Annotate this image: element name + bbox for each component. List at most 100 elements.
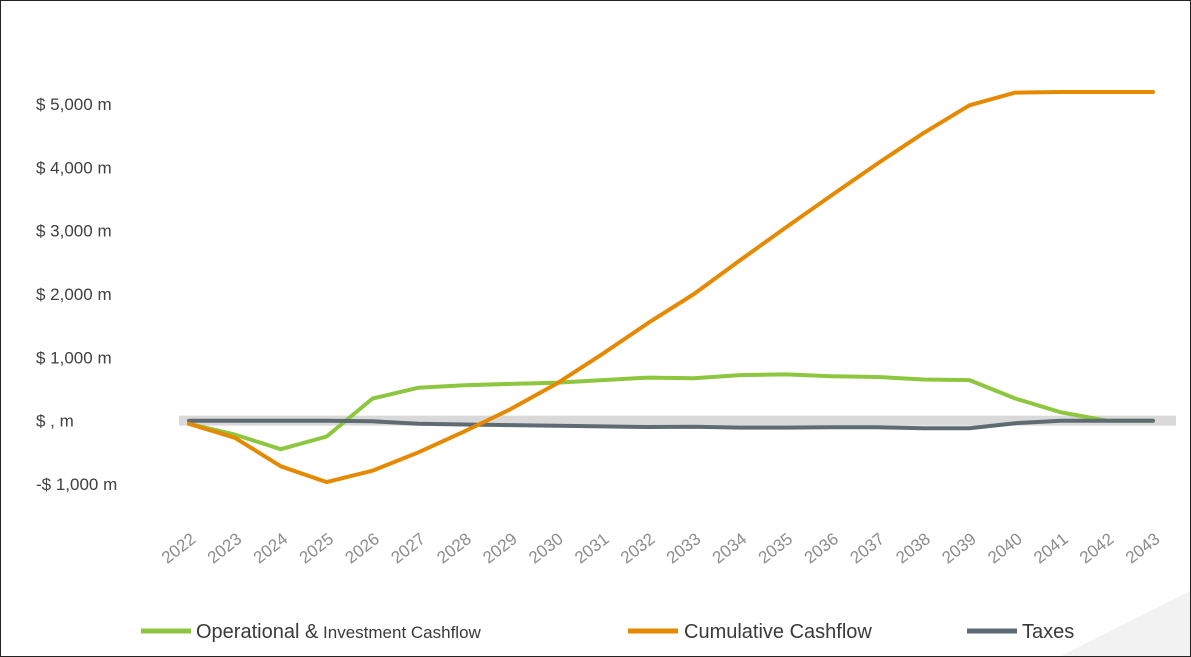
data-point-taxes: [554, 424, 558, 428]
zero-baseline-band: [179, 415, 1176, 426]
data-point-cumulative-cashflow: [187, 422, 191, 426]
data-point-taxes: [830, 425, 834, 429]
y-tick-label: $ 3,000 m: [36, 222, 112, 241]
data-point-taxes: [692, 425, 696, 429]
x-tick-label: 2031: [571, 529, 613, 567]
data-point-cumulative-cashflow: [1059, 90, 1063, 94]
data-point-operational-investment-cashflow: [922, 378, 926, 382]
x-tick-label: 2037: [847, 529, 889, 567]
data-point-cumulative-cashflow: [233, 436, 237, 440]
data-point-cumulative-cashflow: [738, 258, 742, 262]
data-point-taxes: [1105, 419, 1109, 423]
x-tick-label: 2034: [709, 529, 751, 567]
series-line-cumulative-cashflow[interactable]: [187, 90, 1155, 485]
series-line-operational-investment-cashflow[interactable]: [187, 372, 1155, 452]
data-point-operational-investment-cashflow: [600, 378, 604, 382]
data-point-cumulative-cashflow: [1151, 90, 1155, 94]
x-tick-label: 2042: [1076, 529, 1118, 567]
series-operational-investment-cashflow: [187, 372, 1155, 452]
data-point-operational-investment-cashflow: [279, 447, 283, 451]
data-point-cumulative-cashflow: [646, 321, 650, 325]
data-point-cumulative-cashflow: [508, 407, 512, 411]
series-cumulative-cashflow: [187, 90, 1155, 485]
data-point-taxes: [738, 426, 742, 430]
data-point-operational-investment-cashflow: [462, 383, 466, 387]
data-point-operational-investment-cashflow: [692, 376, 696, 380]
data-point-cumulative-cashflow: [325, 480, 329, 484]
x-tick-label: 2028: [433, 529, 475, 567]
data-point-cumulative-cashflow: [462, 429, 466, 433]
x-tick-label: 2024: [250, 529, 292, 567]
data-point-taxes: [325, 419, 329, 423]
x-tick-label: 2025: [296, 529, 338, 567]
data-point-cumulative-cashflow: [922, 131, 926, 135]
data-point-taxes: [1059, 419, 1063, 423]
y-tick-label: $ , m: [36, 412, 74, 431]
data-point-cumulative-cashflow: [279, 464, 283, 468]
data-point-cumulative-cashflow: [417, 450, 421, 454]
data-point-taxes: [876, 425, 880, 429]
legend-item-taxes[interactable]: Taxes: [967, 621, 1074, 643]
data-point-cumulative-cashflow: [692, 292, 696, 296]
data-point-operational-investment-cashflow: [371, 397, 375, 401]
series-layer: [187, 90, 1155, 485]
data-point-taxes: [922, 426, 926, 430]
data-point-cumulative-cashflow: [554, 382, 558, 386]
legend-label-cumulative: Cumulative Cashflow: [684, 621, 872, 643]
y-axis: $ 5,000 m $ 4,000 m $ 3,000 m $ 2,000 m $ 1,…: [36, 95, 117, 494]
data-point-taxes: [508, 423, 512, 427]
data-point-cumulative-cashflow: [876, 162, 880, 166]
data-point-operational-investment-cashflow: [646, 376, 650, 380]
data-point-operational-investment-cashflow: [1059, 410, 1063, 414]
data-point-taxes: [279, 419, 283, 423]
data-point-operational-investment-cashflow: [830, 374, 834, 378]
data-point-taxes: [967, 426, 971, 430]
x-tick-label: 2041: [1030, 529, 1072, 567]
y-tick-label: $ 4,000 m: [36, 158, 112, 177]
data-point-taxes: [646, 425, 650, 429]
y-tick-label: $ 5,000 m: [36, 95, 112, 114]
data-point-operational-investment-cashflow: [1013, 397, 1017, 401]
legend-label-taxes: Taxes: [1022, 621, 1074, 643]
data-point-taxes: [784, 426, 788, 430]
data-point-cumulative-cashflow: [830, 193, 834, 197]
legend-item-operational-investment-cashflow[interactable]: Operational & Investment Cashflow: [141, 621, 482, 643]
x-tick-label: 2036: [801, 529, 843, 567]
data-point-operational-investment-cashflow: [325, 435, 329, 439]
data-point-cumulative-cashflow: [1013, 91, 1017, 95]
data-point-taxes: [1013, 421, 1017, 425]
y-tick-label: $ 2,000 m: [36, 285, 112, 304]
data-point-taxes: [462, 423, 466, 427]
x-tick-label: 2032: [617, 529, 659, 567]
series-taxes: [187, 418, 1155, 431]
x-tick-label: 2022: [158, 529, 200, 567]
x-tick-label: 2029: [479, 529, 521, 567]
x-tick-label: 2023: [204, 529, 246, 567]
y-tick-label: -$ 1,000 m: [36, 475, 117, 494]
background-wedge: [1061, 591, 1190, 656]
data-point-cumulative-cashflow: [371, 469, 375, 473]
data-point-taxes: [417, 422, 421, 426]
data-point-operational-investment-cashflow: [738, 373, 742, 377]
series-line-taxes[interactable]: [187, 418, 1155, 431]
x-tick-label: 2040: [984, 529, 1026, 567]
data-point-cumulative-cashflow: [1105, 90, 1109, 94]
x-axis: 2022 2023 2024 2025 2026 2027 2028 2029 2030 2031…: [158, 529, 1164, 567]
x-tick-label: 2030: [525, 529, 567, 567]
data-point-operational-investment-cashflow: [967, 378, 971, 382]
x-tick-label: 2039: [938, 529, 980, 567]
x-tick-label: 2026: [342, 529, 384, 567]
x-tick-label: 2027: [387, 529, 429, 567]
x-tick-label: 2038: [892, 529, 934, 567]
legend-item-cumulative-cashflow[interactable]: Cumulative Cashflow: [628, 621, 872, 643]
data-point-taxes: [600, 424, 604, 428]
data-point-cumulative-cashflow: [600, 352, 604, 356]
x-tick-label: 2035: [755, 529, 797, 567]
data-point-cumulative-cashflow: [967, 103, 971, 107]
data-point-taxes: [1151, 419, 1155, 423]
legend-label-operational: Operational & Investment Cashflow: [196, 621, 482, 643]
data-point-taxes: [371, 419, 375, 423]
data-point-operational-investment-cashflow: [417, 386, 421, 390]
data-point-cumulative-cashflow: [784, 226, 788, 230]
